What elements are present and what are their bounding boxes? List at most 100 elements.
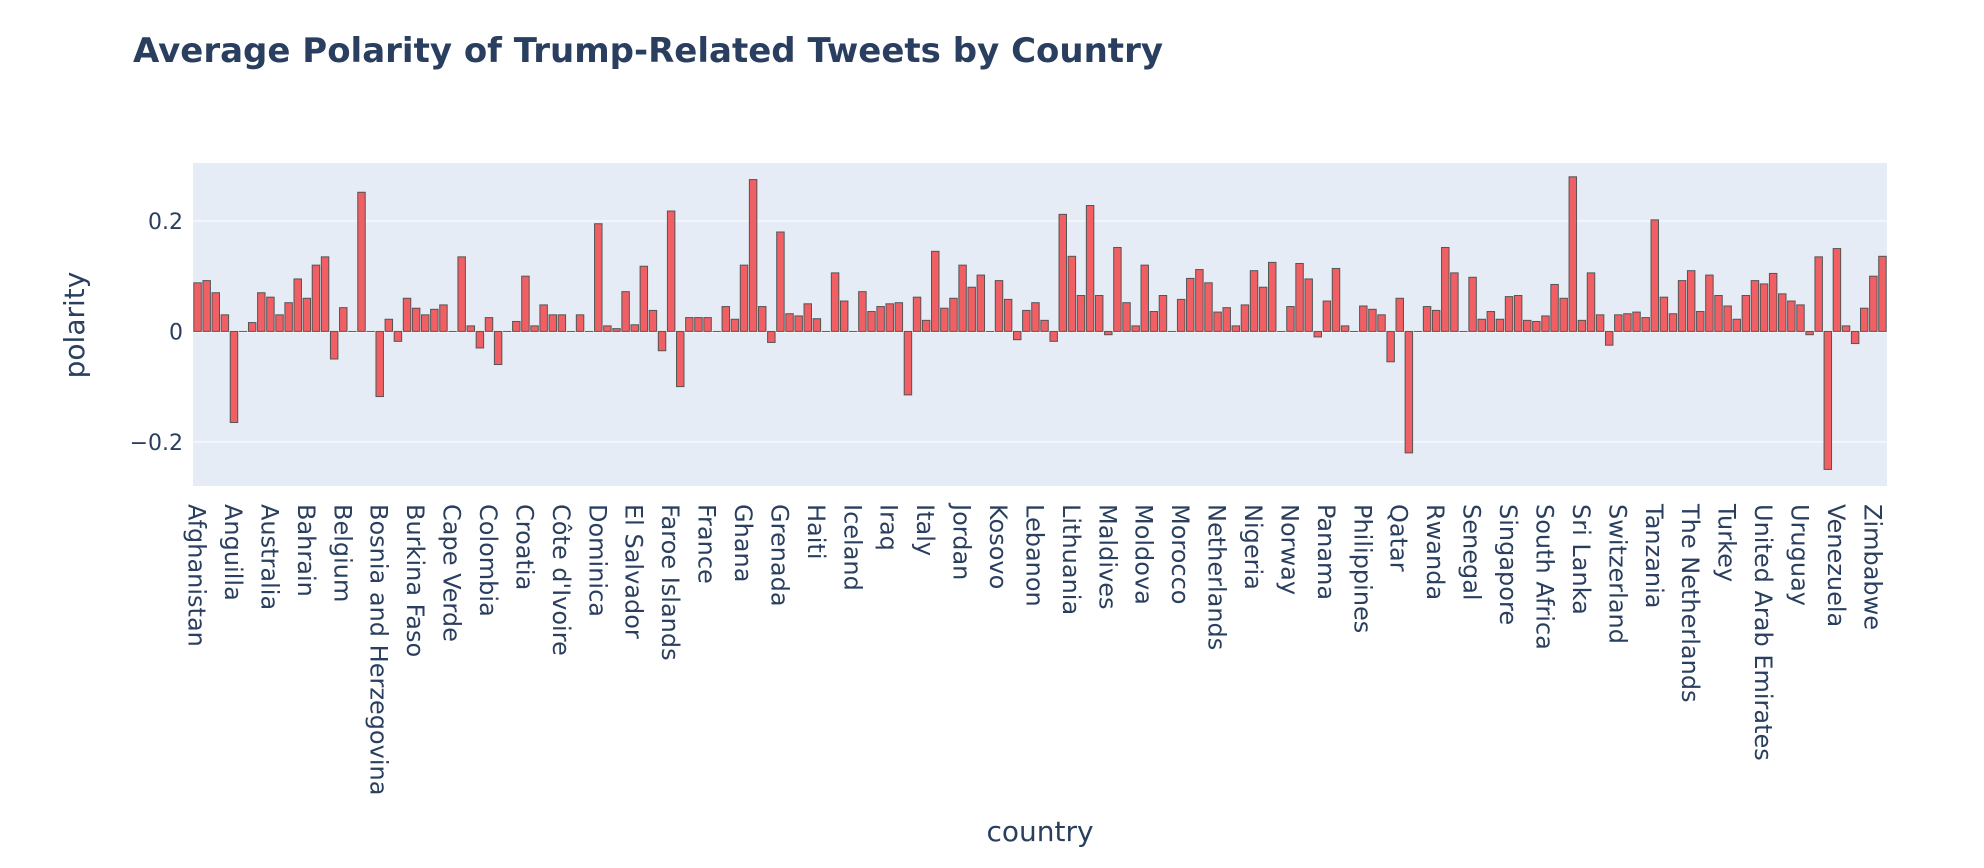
bar [613, 329, 620, 332]
bar [1615, 315, 1622, 332]
bar [740, 265, 747, 331]
bar [1405, 331, 1412, 452]
bar [1150, 312, 1157, 332]
bar [1715, 296, 1722, 332]
bar [768, 331, 775, 342]
bar [1159, 296, 1166, 332]
bar [1842, 326, 1849, 332]
bar [795, 316, 802, 331]
bar [1050, 331, 1057, 341]
bar [1815, 257, 1822, 332]
bar [1232, 326, 1239, 332]
bar [1624, 314, 1631, 332]
x-tick-label: Iraq [875, 504, 903, 551]
bar [1269, 262, 1276, 331]
bar [1587, 273, 1594, 332]
y-axis-label: polarity [58, 272, 91, 379]
bar [1369, 309, 1376, 331]
bar [1187, 278, 1194, 331]
bar [704, 318, 711, 332]
bar [340, 308, 347, 332]
bar [558, 315, 565, 332]
bar [1596, 315, 1603, 332]
bar [1560, 298, 1567, 331]
x-tick-label: United Arab Emirates [1749, 504, 1777, 761]
bar [886, 304, 893, 332]
bar [221, 315, 228, 332]
x-tick-label: Bahrain [292, 504, 320, 597]
y-tick-label: 0.2 [148, 210, 183, 235]
bar [731, 319, 738, 331]
bar [1733, 319, 1740, 331]
bar [595, 224, 602, 332]
bar [485, 318, 492, 332]
bar [913, 297, 920, 331]
bar [1077, 296, 1084, 332]
bar [1123, 303, 1130, 332]
bar [1660, 297, 1667, 331]
bar [1214, 312, 1221, 331]
bar [467, 326, 474, 332]
x-tick-label: The Netherlands [1676, 503, 1704, 703]
bar [1095, 296, 1102, 332]
x-tick-label: Moldova [1130, 504, 1158, 605]
bar [1533, 321, 1540, 331]
bar [1742, 296, 1749, 332]
bar [531, 326, 538, 332]
x-tick-label: Tanzania [1640, 503, 1668, 609]
bar [476, 331, 483, 348]
x-tick-label: Senegal [1458, 504, 1486, 601]
bar [1879, 256, 1886, 331]
bar [1678, 281, 1685, 332]
y-tick-label: −0.2 [130, 431, 183, 456]
bar [1451, 273, 1458, 332]
bar [1132, 326, 1139, 332]
x-tick-label: El Salvador [620, 504, 648, 639]
bar [330, 331, 337, 359]
bar [1578, 320, 1585, 331]
bar [1505, 297, 1512, 332]
bar [1769, 273, 1776, 331]
bar [1496, 319, 1503, 331]
bar [267, 297, 274, 331]
bar [877, 307, 884, 332]
x-tick-label: Morocco [1166, 504, 1194, 605]
bar [385, 319, 392, 331]
x-tick-label: Qatar [1385, 504, 1413, 572]
bar [758, 307, 765, 332]
bar [1478, 319, 1485, 331]
bar [1114, 247, 1121, 331]
x-tick-label: Bosnia and Herzegovina [365, 504, 393, 795]
bar [804, 304, 811, 332]
bar [1833, 249, 1840, 332]
bar [212, 293, 219, 332]
bar [1041, 320, 1048, 331]
bar [1706, 275, 1713, 331]
bar [1551, 284, 1558, 331]
bar [977, 275, 984, 331]
bar [1542, 316, 1549, 331]
x-tick-label: Afghanistan [183, 504, 211, 647]
bar [1860, 308, 1867, 331]
bar [1469, 277, 1476, 331]
x-tick-label: Burkina Faso [401, 504, 429, 657]
bar [786, 314, 793, 332]
bar [1697, 312, 1704, 332]
bar [813, 319, 820, 332]
bar [695, 318, 702, 332]
bar [394, 331, 401, 341]
x-tick-label: Dominica [583, 504, 611, 617]
bar [230, 331, 237, 422]
bar [722, 307, 729, 332]
bar [904, 331, 911, 394]
x-tick-label: Switzerland [1603, 504, 1631, 644]
bar [749, 180, 756, 332]
bar [576, 315, 583, 332]
bar [1032, 303, 1039, 332]
x-tick-label: Uruguay [1785, 504, 1813, 606]
x-tick-label: Belgium [328, 504, 356, 602]
bar [258, 293, 265, 332]
bar [631, 325, 638, 332]
bar [1287, 307, 1294, 332]
x-tick-label: Lebanon [1020, 504, 1048, 607]
